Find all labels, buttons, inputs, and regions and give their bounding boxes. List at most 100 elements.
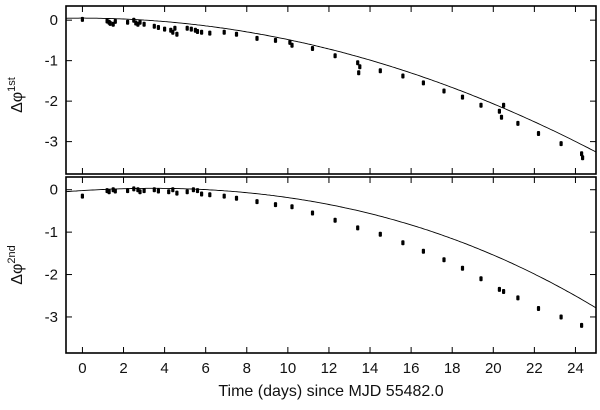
data-point <box>255 35 259 41</box>
data-point <box>163 26 167 32</box>
bottom-y-tick-label: -3 <box>45 309 58 326</box>
data-point <box>113 18 117 24</box>
data-point <box>559 141 563 147</box>
data-point <box>442 88 446 94</box>
data-point <box>273 202 278 208</box>
data-point <box>460 94 465 100</box>
data-point <box>126 188 130 194</box>
x-tick-label: 8 <box>243 360 251 377</box>
data-point <box>310 46 315 51</box>
data-point <box>142 21 146 27</box>
data-point <box>502 102 506 108</box>
bottom-y-tick-label: -1 <box>45 224 58 241</box>
data-point <box>479 276 483 282</box>
data-point <box>273 37 278 43</box>
bottom-data-points <box>80 186 584 328</box>
data-point <box>378 68 382 74</box>
top-fit-curve <box>65 17 597 153</box>
bottom-y-axis-title: Δφ2nd <box>6 245 26 284</box>
bottom-y-tick-label: 0 <box>50 182 58 199</box>
top-panel: 0 -1 -2 -3 Δφ1st <box>6 5 597 175</box>
data-point <box>185 25 189 31</box>
data-point <box>175 31 179 37</box>
top-y-tick-label: -3 <box>45 134 58 151</box>
bottom-y-tick-label: -2 <box>45 267 58 284</box>
data-point <box>499 114 504 120</box>
data-point <box>502 289 506 294</box>
data-point <box>171 29 175 35</box>
data-point <box>421 248 425 254</box>
data-point <box>195 29 200 34</box>
x-tick-label: 0 <box>78 360 86 377</box>
bottom-y-ticks <box>66 189 596 318</box>
top-y-axis-superscript: 1st <box>6 77 18 92</box>
data-point <box>189 26 193 32</box>
data-point <box>156 25 160 30</box>
data-point <box>333 217 337 223</box>
data-point <box>460 265 465 271</box>
top-data-points <box>80 16 585 161</box>
top-y-axis-title: Δφ1st <box>6 77 26 113</box>
data-point <box>142 188 146 194</box>
x-tick-label: 24 <box>567 360 584 377</box>
bottom-panel: 0 -1 -2 -3 0 2 4 6 8 10 12 14 16 18 20 2… <box>6 176 597 400</box>
bottom-x-ticks <box>81 177 576 353</box>
top-y-axis-symbol: Δφ <box>9 92 26 113</box>
data-point <box>421 80 425 86</box>
data-point <box>167 189 171 195</box>
data-point <box>108 20 112 26</box>
data-point <box>442 257 446 263</box>
data-point <box>333 53 337 59</box>
data-point <box>310 210 315 216</box>
data-point <box>191 187 195 193</box>
data-point <box>581 155 585 161</box>
data-point <box>401 240 405 246</box>
top-y-tick-label: 0 <box>50 12 58 29</box>
x-tick-label: 14 <box>362 360 379 377</box>
data-point <box>113 188 117 194</box>
top-y-tick-labels: 0 -1 -2 -3 <box>45 12 58 150</box>
data-point <box>138 189 142 195</box>
data-point <box>580 151 584 157</box>
data-point <box>222 29 226 35</box>
data-point <box>200 191 204 197</box>
data-point <box>497 286 501 292</box>
bottom-panel-frame <box>65 176 597 354</box>
x-tick-label: 4 <box>160 360 168 377</box>
data-point <box>126 19 130 25</box>
data-point <box>497 108 501 114</box>
top-y-tick-label: -1 <box>45 53 58 70</box>
x-tick-label: 2 <box>119 360 127 377</box>
data-point <box>255 199 259 205</box>
data-point <box>536 306 541 311</box>
data-point <box>208 30 212 36</box>
data-point <box>138 19 142 25</box>
data-point <box>222 193 226 199</box>
data-point <box>208 192 212 198</box>
data-point <box>479 102 483 108</box>
x-tick-label: 10 <box>280 360 297 377</box>
bottom-y-axis-symbol: Δφ <box>9 264 26 285</box>
x-tick-label: 16 <box>403 360 420 377</box>
data-point <box>559 314 563 320</box>
data-point <box>173 25 177 31</box>
top-y-tick-label: -2 <box>45 93 58 110</box>
x-tick-label: 18 <box>444 360 461 377</box>
top-y-ticks <box>66 6 596 174</box>
bottom-fit-curve <box>65 187 597 309</box>
data-point <box>171 187 175 193</box>
x-axis-title: Time (days) since MJD 55482.0 <box>218 383 443 400</box>
data-point <box>580 322 584 328</box>
data-point <box>200 29 204 35</box>
data-point <box>185 189 189 195</box>
data-point <box>156 188 160 194</box>
data-point <box>378 231 382 237</box>
top-panel-frame <box>65 5 597 175</box>
data-point <box>152 23 156 29</box>
data-point <box>516 120 520 126</box>
data-point <box>516 295 520 301</box>
data-point <box>536 131 541 136</box>
x-tick-label: 12 <box>321 360 338 377</box>
